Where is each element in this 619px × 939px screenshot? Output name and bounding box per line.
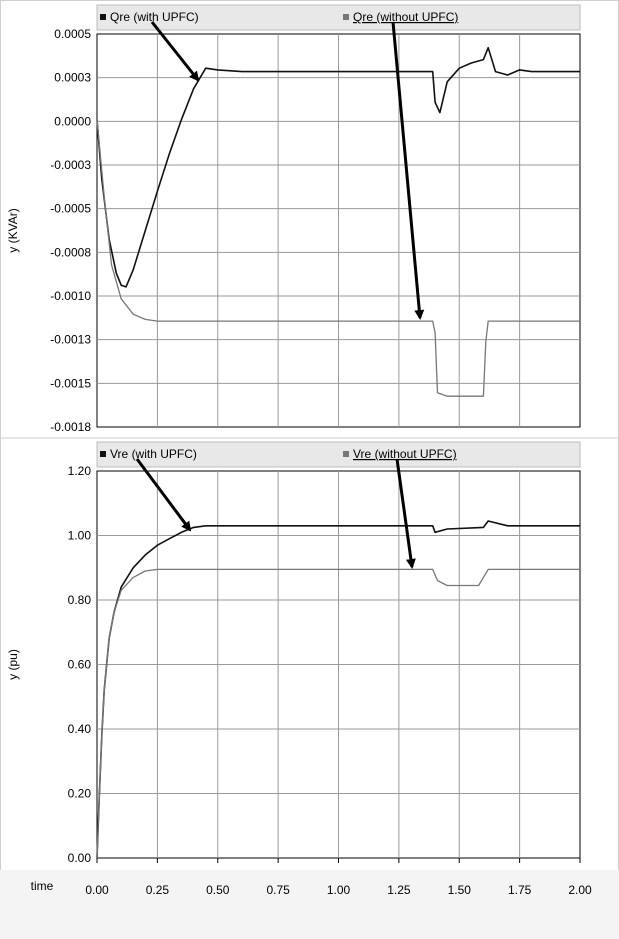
y-tick-label: 0.20 — [68, 787, 92, 801]
y-tick-label: 0.0005 — [54, 27, 91, 41]
y-tick-label: -0.0003 — [50, 158, 91, 172]
y-tick-label: 0.80 — [68, 593, 92, 607]
x-tick-label: 0.25 — [146, 883, 170, 897]
annotation-arrow — [395, 458, 416, 569]
y-tick-label: 0.00 — [68, 851, 92, 865]
annotation-arrow — [150, 21, 200, 82]
legend-entry-1: Vre (with UPFC) — [110, 447, 197, 461]
y-tick-label: -0.0015 — [50, 376, 91, 390]
annotation-arrow — [391, 21, 425, 320]
series-line-2 — [96, 568, 580, 859]
legend-entry-1: Qre (with UPFC) — [110, 10, 199, 24]
legend-entry-2: Vre (without UPFC) — [353, 447, 457, 461]
x-tick-label: 1.00 — [327, 883, 351, 897]
x-tick-label: 0.50 — [206, 883, 230, 897]
x-tick-label: 0.75 — [266, 883, 290, 897]
x-tick-label: 1.50 — [448, 883, 472, 897]
legend-entry-2: Qre (without UPFC) — [353, 10, 458, 24]
y-tick-label: 1.00 — [68, 529, 92, 543]
series-line-2 — [96, 119, 580, 397]
legend-bar — [96, 4, 581, 31]
y-tick-label: -0.0018 — [50, 420, 91, 434]
legend-swatch-1 — [100, 14, 106, 20]
xaxis-band — [0, 870, 619, 939]
x-tick-label: 1.25 — [387, 883, 411, 897]
y-tick-label: 0.0000 — [54, 114, 91, 128]
x-axis-label: time — [31, 879, 54, 893]
y-axis-label: y (KVAr) — [6, 208, 20, 252]
legend-swatch-1 — [100, 451, 106, 457]
annotation-arrow — [135, 458, 192, 532]
y-tick-label: 1.20 — [68, 464, 92, 478]
legend-swatch-2 — [343, 14, 349, 20]
x-tick-label: 1.75 — [508, 883, 532, 897]
legend-bar — [96, 441, 581, 468]
y-tick-label: 0.0003 — [54, 71, 91, 85]
y-tick-label: -0.0008 — [50, 245, 91, 259]
y-tick-label: -0.0010 — [50, 289, 91, 303]
y-tick-label: 0.40 — [68, 722, 92, 736]
y-axis-label: y (pu) — [6, 649, 20, 680]
series-line-1 — [96, 46, 580, 288]
y-tick-label: -0.0005 — [50, 202, 91, 216]
x-tick-label: 2.00 — [568, 883, 592, 897]
chart-panel-2: 1.20 1.00 0.80 0.60 0.40 0.20 0.00 y (pu) Vre (w… — [6, 441, 581, 865]
y-tick-label: 0.60 — [68, 658, 92, 672]
y-tick-label: -0.0013 — [50, 333, 91, 347]
x-tick-label: 0.00 — [85, 883, 109, 897]
chart-panel-1: 0.0005 0.0003 0.0000 -0.0003 -0.0005 -0.0008 -… — [6, 4, 581, 434]
legend-swatch-2 — [343, 451, 349, 457]
